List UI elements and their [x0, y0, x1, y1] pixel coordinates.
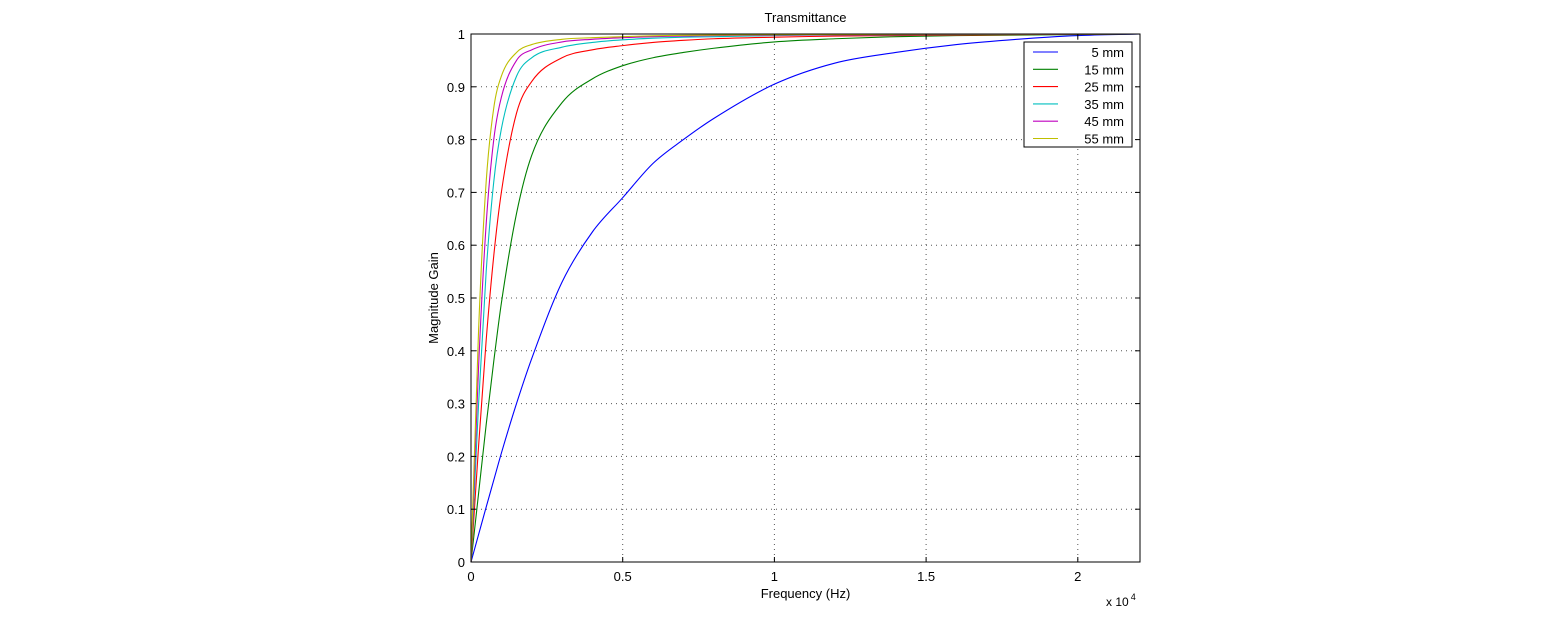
- y-tick-label: 1: [458, 27, 465, 42]
- y-tick-label: 0.9: [447, 80, 465, 95]
- legend-label-35-mm: 35 mm: [1084, 97, 1124, 112]
- y-tick-label: 0.6: [447, 238, 465, 253]
- y-tick-label: 0.1: [447, 502, 465, 517]
- legend-label-15-mm: 15 mm: [1084, 62, 1124, 77]
- y-tick-label: 0.3: [447, 397, 465, 412]
- y-tick-label: 0.5: [447, 291, 465, 306]
- series-line-15-mm: [470, 33, 1141, 563]
- legend-items: 5 mm 15 mm 25 mm 35 mm 45 mm 55 mm: [1033, 45, 1124, 147]
- x-tick-label: 2: [1074, 569, 1081, 584]
- y-axis-label: Magnitude Gain: [426, 252, 441, 344]
- legend-label-45-mm: 45 mm: [1084, 114, 1124, 129]
- legend-label-25-mm: 25 mm: [1084, 80, 1124, 95]
- x-axis-multiplier: x 10 4: [1106, 592, 1136, 609]
- x-tick-label: 0.5: [614, 569, 632, 584]
- series-line-5-mm: [470, 33, 1141, 563]
- x-axis-multiplier-base: x 10: [1106, 595, 1129, 609]
- legend: 5 mm 15 mm 25 mm 35 mm 45 mm 55 mm: [1023, 41, 1133, 148]
- chart-title: Transmittance: [765, 10, 847, 25]
- y-tick-label: 0.8: [447, 133, 465, 148]
- x-tick-label: 1.5: [917, 569, 935, 584]
- x-axis-label: Frequency (Hz): [761, 586, 851, 601]
- tick-layer: 0 0.5 1 1.5 2 0 0.1 0.2 0.3 0.4 0.5 0.6 0.7 0.8 0.9 1: [447, 27, 1140, 584]
- legend-label-5-mm: 5 mm: [1092, 45, 1125, 60]
- legend-label-55-mm: 55 mm: [1084, 132, 1124, 147]
- y-tick-label: 0.7: [447, 185, 465, 200]
- y-tick-label: 0: [458, 555, 465, 570]
- x-axis-multiplier-exponent: 4: [1131, 592, 1136, 602]
- x-tick-label: 0: [467, 569, 474, 584]
- grid-layer: [471, 34, 1140, 562]
- y-tick-label: 0.4: [447, 344, 465, 359]
- legend-box: [1023, 41, 1133, 148]
- x-tick-label: 1: [771, 569, 778, 584]
- y-tick-label: 0.2: [447, 449, 465, 464]
- series-line-25-mm: [470, 33, 1141, 563]
